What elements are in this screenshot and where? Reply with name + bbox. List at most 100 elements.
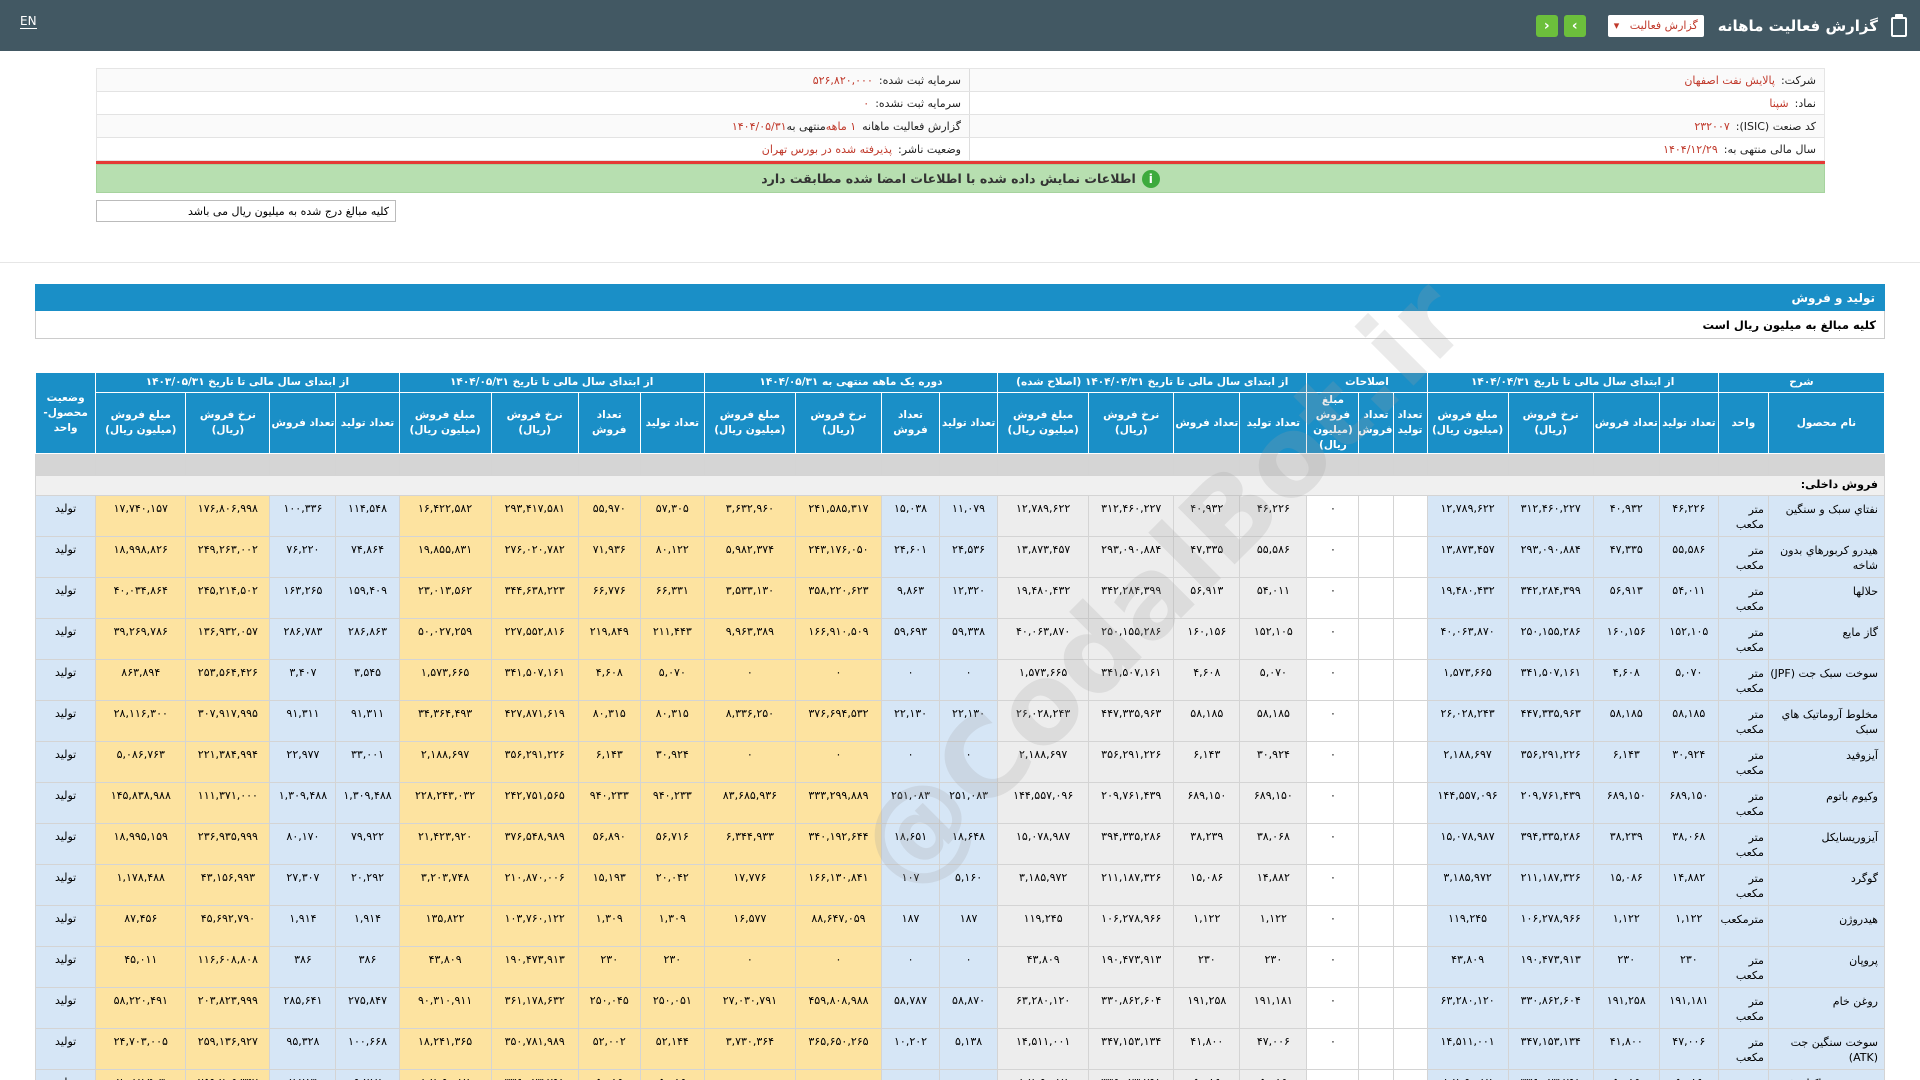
table-cell: ۲۴۹,۲۶۳,۰۰۲ xyxy=(185,536,271,578)
report-label: گزارش فعالیت ماهانه xyxy=(862,119,961,133)
table-cell: ۱۶۶,۱۳۰,۸۴۱ xyxy=(794,864,883,906)
product-status: تولید xyxy=(35,1028,97,1070)
spacer-cell xyxy=(703,453,796,476)
table-cell: ۳۸,۲۳۹ xyxy=(1173,823,1241,865)
table-cell: ۲۷۵,۸۴۷ xyxy=(335,987,400,1029)
production-sales-table: شرح از ابتدای سال مالی تا تاریخ ۱۴۰۴/۰۴/۳… xyxy=(35,372,1885,1080)
table-cell: ۲۳۰ xyxy=(1173,946,1241,988)
table-cell: ۲۵۹,۱۳۶,۹۲۷ xyxy=(185,1028,271,1070)
table-cell: ۴۶,۲۲۶ xyxy=(1658,495,1719,537)
table-cell xyxy=(1392,1028,1428,1070)
table-cell: ۸۸,۶۴۷,۰۵۹ xyxy=(794,905,883,947)
table-cell: ۲۵۱,۰۸۳ xyxy=(939,782,999,824)
table-cell: ۱۶۳,۲۶۵ xyxy=(269,577,337,619)
table-cell: ۰ xyxy=(1306,823,1360,865)
table-cell: ۳۷۶,۶۹۴,۵۳۲ xyxy=(794,700,883,742)
table-cell: ۳۹۴,۳۳۵,۲۸۶ xyxy=(1088,823,1175,865)
product-name: سوخت سنگين جت (ATK) xyxy=(1767,1028,1885,1070)
product-unit: متر مکعب xyxy=(1717,782,1769,824)
table-cell: ۱,۱۲۲ xyxy=(1239,905,1308,947)
table-cell xyxy=(1358,823,1394,865)
fiscal-label: سال مالی منتهی به: xyxy=(1723,142,1816,156)
table-cell: ۲۱۹,۸۴۹ xyxy=(577,618,641,660)
table-cell: ۰ xyxy=(1306,741,1360,783)
table-cell: ۰ xyxy=(703,946,796,988)
spacer-cell xyxy=(1426,453,1509,476)
table-cell: ۱۶,۴۲۲,۵۸۲ xyxy=(398,495,492,537)
table-cell: ۱۵,۰۷۸,۹۸۷ xyxy=(997,823,1090,865)
column-header: تعداد تولید xyxy=(1239,392,1308,454)
table-cell xyxy=(1358,905,1394,947)
table-cell: ۱۵۲,۱۰۵ xyxy=(1658,618,1719,660)
table-cell: ۵۵,۵۸۶ xyxy=(1239,536,1308,578)
spacer-cell xyxy=(1088,453,1175,476)
table-cell: ۵,۰۸۶ xyxy=(1239,1069,1308,1080)
table-cell: ۱۹۰,۴۷۳,۹۱۳ xyxy=(1088,946,1175,988)
product-unit: متر مکعب xyxy=(1717,741,1769,783)
table-cell: ۰ xyxy=(1306,946,1360,988)
table-cell: ۹۱,۳۱۱ xyxy=(335,700,400,742)
product-unit: متر مکعب xyxy=(1717,536,1769,578)
spacer-cell xyxy=(185,453,271,476)
table-cell: ۴۷,۰۰۶ xyxy=(1658,1028,1719,1070)
table-cell: ۳۶۵,۶۵۰,۲۶۵ xyxy=(794,1028,883,1070)
table-cell: ۱,۱۲۲ xyxy=(1592,905,1660,947)
table-cell: ۳۳۶,۰۲۳,۷۹۱ xyxy=(1088,1069,1175,1080)
table-cell: ۰ xyxy=(939,946,999,988)
table-cell: ۶۳,۲۸۰,۱۲۰ xyxy=(1426,987,1509,1029)
table-cell xyxy=(1392,782,1428,824)
product-name: گوگرد xyxy=(1767,864,1885,906)
table-cell: ۵,۰۸۶ xyxy=(639,1069,705,1080)
table-cell: ۱۰۷ xyxy=(880,864,941,906)
table-cell: ۴,۶۰۸ xyxy=(1592,659,1660,701)
table-cell: ۳۵۶,۲۹۱,۲۲۶ xyxy=(1507,741,1594,783)
prev-button[interactable]: ‹ xyxy=(1535,14,1558,37)
table-cell: ۲۸۶,۸۶۳ xyxy=(335,618,400,660)
report-type-select[interactable]: گزارش فعالیت ▾ xyxy=(1607,14,1704,37)
table-cell: ۳,۵۳۳,۱۳۰ xyxy=(703,577,796,619)
table-cell xyxy=(1392,741,1428,783)
table-cell: ۲۲۸,۲۴۳,۰۳۲ xyxy=(398,782,492,824)
table-cell: ۰ xyxy=(703,1069,796,1080)
table-cell: ۵۹,۳۳۸ xyxy=(939,618,999,660)
chevron-right-icon: › xyxy=(1571,17,1578,34)
report-date: ۱۴۰۴/۰۵/۳۱ xyxy=(731,119,787,133)
table-cell: ۳۸۶ xyxy=(269,946,337,988)
table-cell: ۱۴۴,۵۵۷,۰۹۶ xyxy=(1426,782,1509,824)
language-toggle[interactable]: EN xyxy=(20,14,37,29)
table-cell: ۵۸,۸۷۰ xyxy=(939,987,999,1029)
product-unit: متر مکعب xyxy=(1717,946,1769,988)
table-cell: ۲,۰۱۷,۴۰۳ xyxy=(95,1069,187,1080)
next-button[interactable]: › xyxy=(1563,14,1586,37)
table-row: بنزين موتور اکتان ۹۵ يورو۵متر مکعب۵,۰۸۶۵… xyxy=(35,1069,1885,1080)
table-cell: ۱۶,۵۷۷ xyxy=(703,905,796,947)
table-cell: ۰ xyxy=(1306,987,1360,1029)
column-header: تعداد فروش xyxy=(880,392,941,454)
table-cell: ۵۶,۸۹۰ xyxy=(577,823,641,865)
product-name: نفتاي سبک و سنگين xyxy=(1767,495,1885,537)
table-cell: ۲,۱۸۸,۶۹۷ xyxy=(398,741,492,783)
table-cell: ۶,۱۴۳ xyxy=(1173,741,1241,783)
product-name: پروپان xyxy=(1767,946,1885,988)
column-group-header: وضعیت محصول-واحد xyxy=(35,372,97,454)
table-cell: ۳,۱۸۵,۹۷۲ xyxy=(1426,864,1509,906)
table-cell: ۲۲,۹۷۷ xyxy=(269,741,337,783)
table-cell: ۱۳,۸۷۳,۴۵۷ xyxy=(1426,536,1509,578)
table-cell: ۰ xyxy=(794,741,883,783)
table-cell xyxy=(1358,864,1394,906)
table-cell: ۸۰,۱۷۰ xyxy=(269,823,337,865)
table-cell: ۵۴,۰۱۱ xyxy=(1239,577,1308,619)
table-cell: ۲۴,۷۰۳,۰۰۵ xyxy=(95,1028,187,1070)
table-cell: ۳۹,۲۶۹,۷۸۶ xyxy=(95,618,187,660)
verification-text: اطلاعات نمایش داده شده با اطلاعات امضا ش… xyxy=(761,171,1136,186)
table-cell: ۰ xyxy=(1306,700,1360,742)
table-cell: ۱۴,۸۸۲ xyxy=(1239,864,1308,906)
table-cell: ۲۰,۲۹۲ xyxy=(335,864,400,906)
table-cell: ۵۴,۰۱۱ xyxy=(1658,577,1719,619)
product-status: تولید xyxy=(35,823,97,865)
table-cell xyxy=(1358,987,1394,1029)
table-cell: ۴۳,۱۵۶,۹۹۳ xyxy=(185,864,271,906)
table-cell: ۳۰,۹۲۴ xyxy=(1658,741,1719,783)
table-cell: ۳,۴۰۷ xyxy=(269,659,337,701)
table-cell: ۱۹۰,۴۷۳,۹۱۳ xyxy=(490,946,579,988)
